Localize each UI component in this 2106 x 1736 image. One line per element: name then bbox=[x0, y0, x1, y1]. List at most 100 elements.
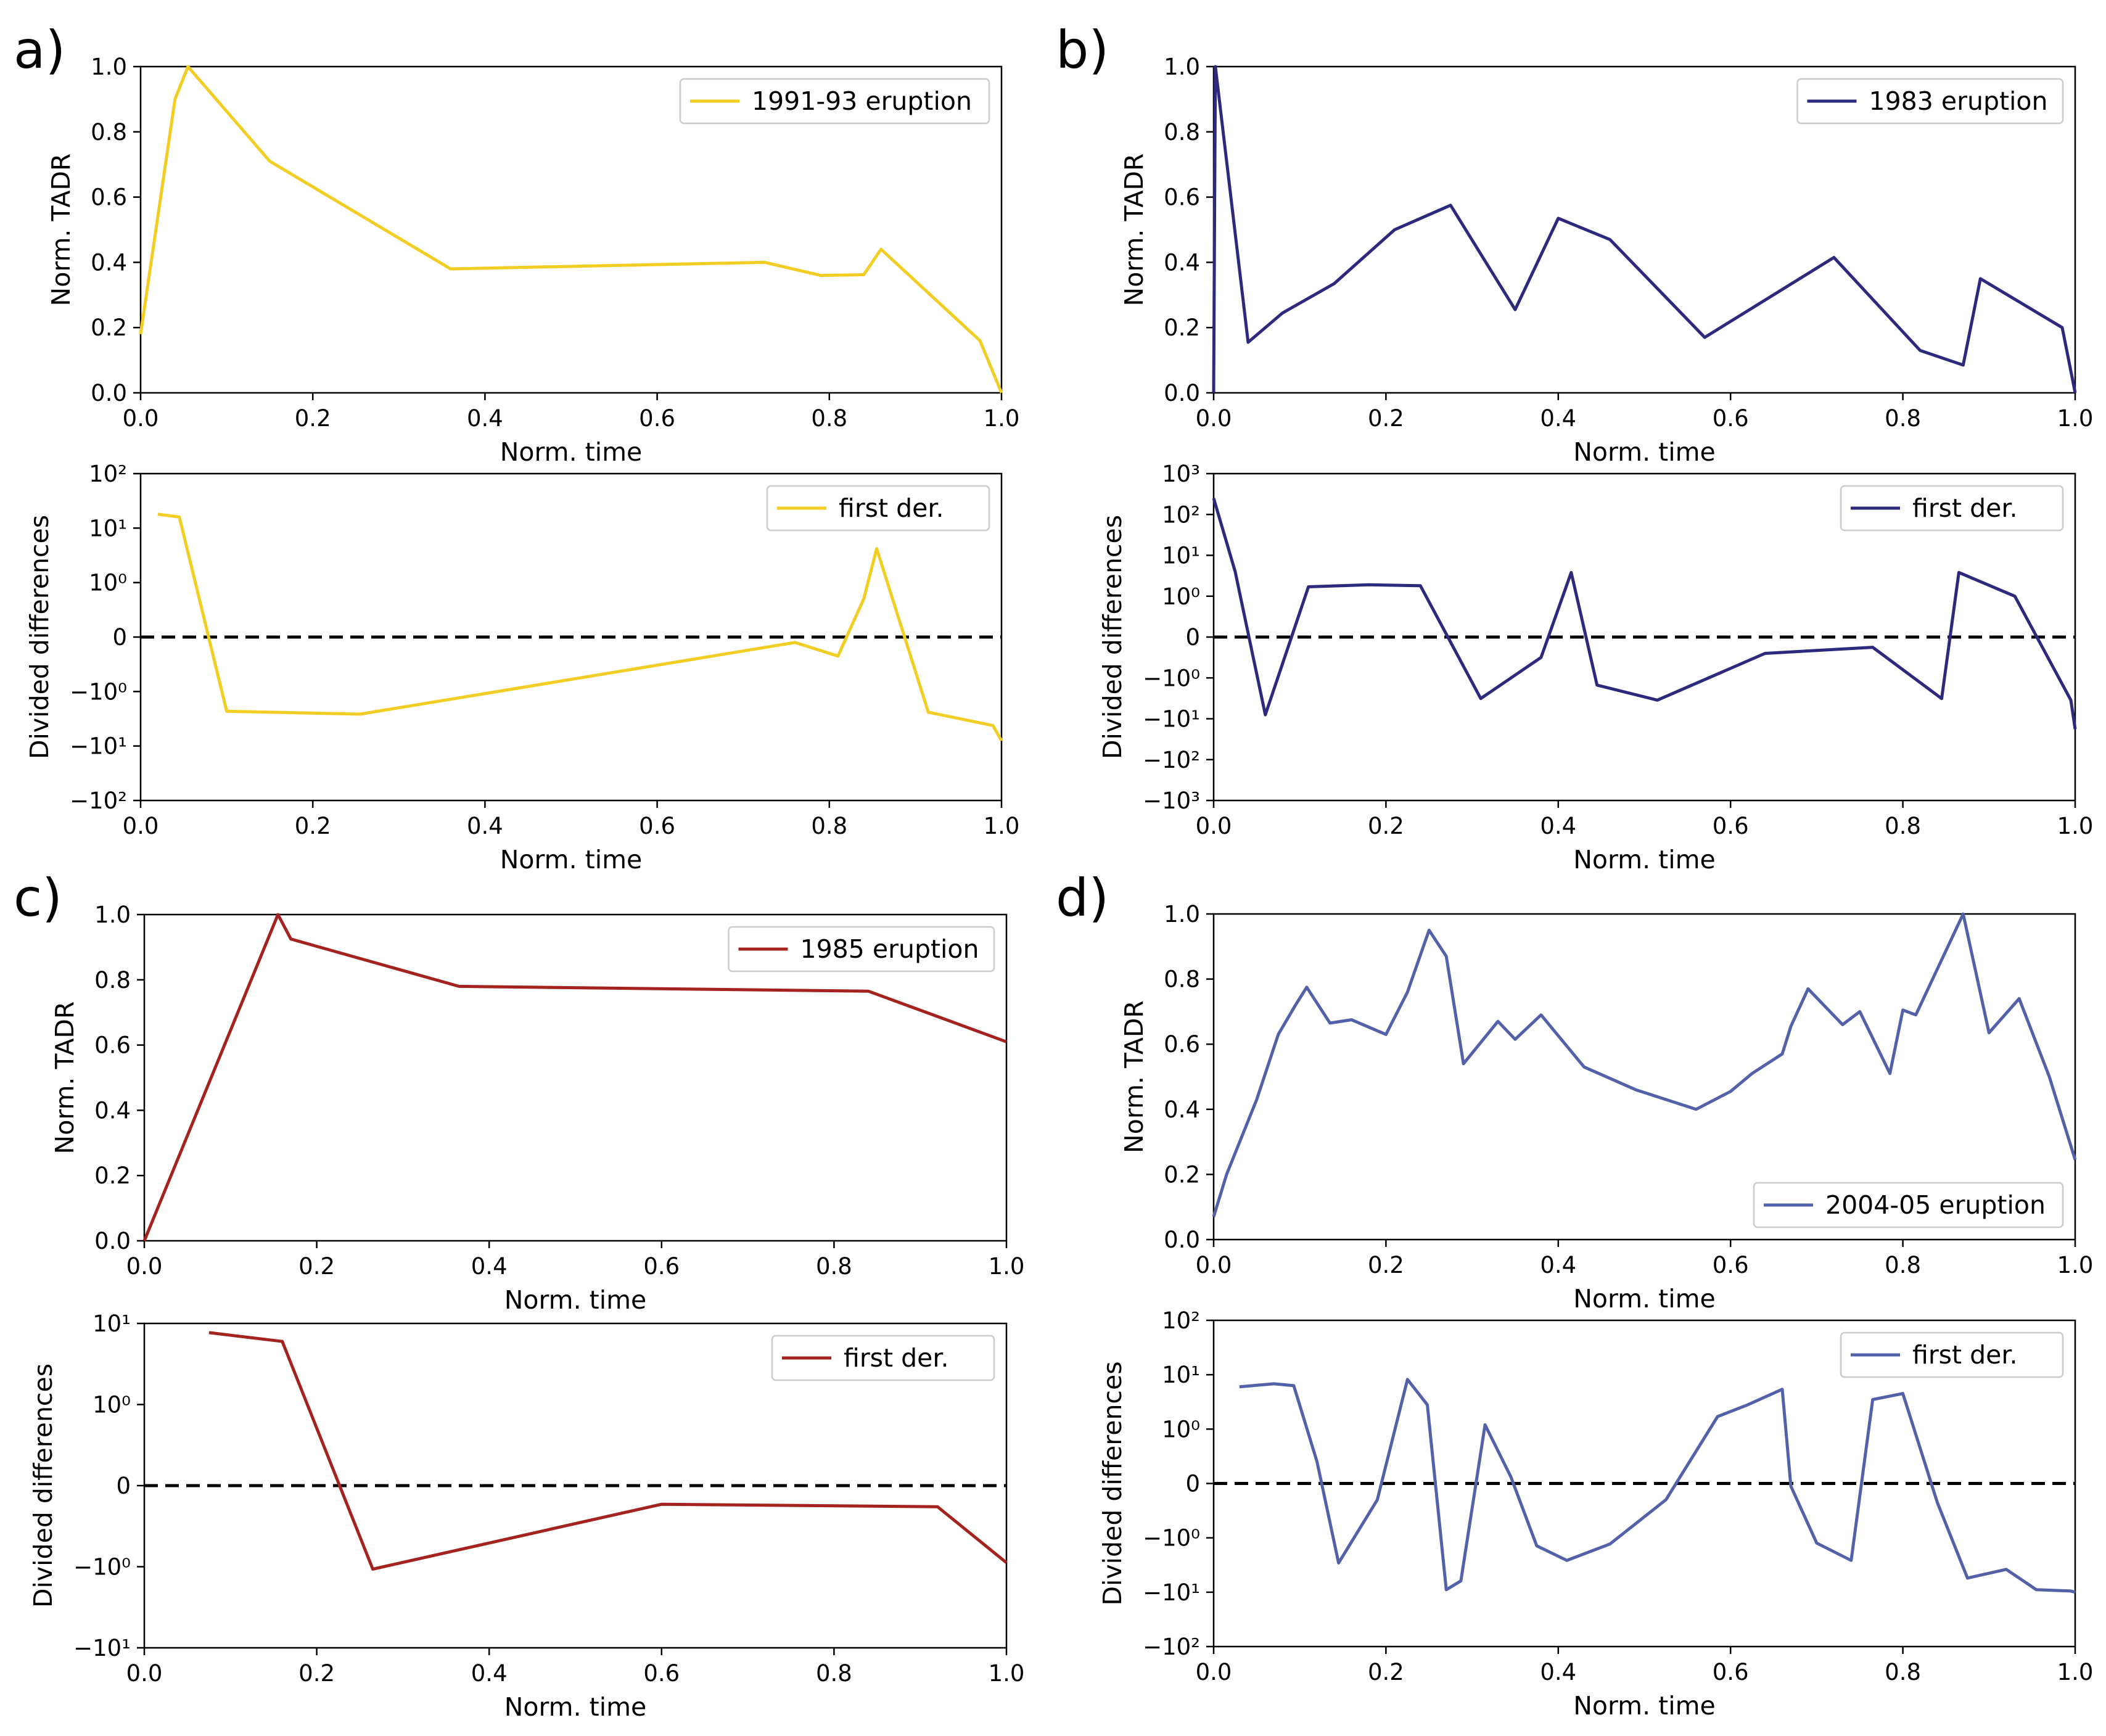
der-xtick-label: 0.2 bbox=[1368, 1659, 1404, 1685]
der-legend-label: first der. bbox=[844, 1343, 949, 1373]
tadr-xlabel: Norm. time bbox=[1573, 437, 1716, 467]
tadr-series-line bbox=[1212, 912, 2077, 1217]
der-legend-label: first der. bbox=[1912, 1340, 2018, 1370]
tadr-ytick-label: 0.2 bbox=[94, 1162, 131, 1189]
der-ytick-label: 10⁰ bbox=[1162, 1416, 1200, 1442]
der-xtick-label: 0.6 bbox=[639, 813, 675, 839]
tadr-xtick-label: 1.0 bbox=[989, 1253, 1025, 1280]
der-xtick-label: 0.6 bbox=[1713, 813, 1749, 839]
tadr-xtick-label: 1.0 bbox=[984, 405, 1020, 432]
tadr-xtick-label: 0.0 bbox=[126, 1253, 163, 1280]
tadr-ytick-label: 0.2 bbox=[1164, 1161, 1200, 1188]
der-ytick-label: 10¹ bbox=[1162, 1362, 1200, 1388]
tadr-ytick-label: 0.4 bbox=[1164, 1096, 1200, 1123]
derivative-chart: −10³ −10² −10¹ −10⁰ 0 10⁰ 10¹ 10² 10³ Divided dif… bbox=[1098, 461, 2093, 874]
der-ytick-label: −10¹ bbox=[70, 733, 127, 760]
der-xtick-label: 0.8 bbox=[811, 813, 847, 839]
tadr-ytick-label: 0.0 bbox=[1164, 380, 1200, 406]
der-ylabel: Divided differences bbox=[25, 515, 54, 759]
der-ytick-label: −10² bbox=[1143, 1634, 1200, 1660]
der-xtick-label: 1.0 bbox=[2057, 1659, 2094, 1685]
tadr-axes-frame bbox=[139, 65, 1003, 394]
der-ytick-label: −10⁰ bbox=[1143, 1525, 1200, 1552]
der-series-line bbox=[157, 512, 1003, 742]
der-xlabel: Norm. time bbox=[504, 1692, 647, 1722]
der-ytick-label: 10⁰ bbox=[1162, 583, 1200, 610]
derivative-chart: −10² −10¹ −10⁰ 0 10⁰ 10¹ 10² Divided difference… bbox=[1098, 1307, 2093, 1721]
tadr-legend-frame bbox=[1753, 1182, 2064, 1228]
tadr-ytick-label: 0.2 bbox=[1164, 315, 1200, 341]
tadr-xtick-label: 0.0 bbox=[1196, 405, 1232, 432]
panel-label: c) bbox=[14, 868, 62, 928]
der-series-line bbox=[1212, 498, 2077, 730]
tadr-xtick-label: 0.6 bbox=[639, 405, 675, 432]
der-ytick-label: −10² bbox=[70, 788, 127, 814]
der-xtick-label: 0.0 bbox=[1196, 1659, 1232, 1685]
der-xlabel: Norm. time bbox=[1573, 1691, 1716, 1721]
panel-label: a) bbox=[14, 20, 65, 80]
tadr-legend: 1983 eruption bbox=[1796, 78, 2064, 125]
tadr-legend: 1985 eruption bbox=[728, 926, 995, 973]
tadr-ylabel: Norm. TADR bbox=[1119, 1000, 1149, 1153]
tadr-ytick-label: 0.8 bbox=[1164, 966, 1200, 993]
der-xtick-label: 0.4 bbox=[471, 1660, 508, 1687]
der-series-line bbox=[1239, 1378, 2076, 1594]
der-ytick-label: −10¹ bbox=[1143, 706, 1200, 733]
der-ytick-label: 10¹ bbox=[93, 1310, 131, 1337]
tadr-xlabel: Norm. time bbox=[1573, 1284, 1716, 1314]
tadr-ytick-label: 1.0 bbox=[1164, 54, 1200, 80]
tadr-legend-label: 2004-05 eruption bbox=[1825, 1190, 2046, 1220]
tadr-chart: 0.0 0.2 0.4 0.6 0.8 1.0 Norm. TADR 0.0 0.2 0.4 0.6… bbox=[46, 54, 1019, 467]
der-ytick-label: 10² bbox=[89, 461, 127, 487]
der-ytick-label: 0 bbox=[116, 1473, 131, 1499]
der-ytick-label: 10³ bbox=[1162, 461, 1200, 487]
der-ytick-label: 10¹ bbox=[89, 515, 127, 541]
der-xlabel: Norm. time bbox=[500, 845, 643, 874]
derivative-chart: −10² −10¹ −10⁰ 0 10⁰ 10¹ 10² Divided difference… bbox=[25, 461, 1019, 874]
der-xtick-label: 0.6 bbox=[1713, 1659, 1749, 1685]
der-ytick-label: −10¹ bbox=[1143, 1579, 1200, 1606]
der-legend: first der. bbox=[1840, 485, 2064, 532]
der-ytick-label: −10⁰ bbox=[70, 678, 127, 705]
der-legend-label: first der. bbox=[1912, 493, 2018, 523]
der-ylabel: Divided differences bbox=[1098, 1361, 1127, 1605]
tadr-xtick-label: 0.4 bbox=[1540, 405, 1576, 432]
der-legend: first der. bbox=[771, 1335, 995, 1381]
tadr-ytick-label: 0.2 bbox=[91, 315, 127, 341]
tadr-ytick-label: 1.0 bbox=[1164, 901, 1200, 928]
der-legend-frame bbox=[1840, 1331, 2064, 1378]
tadr-xtick-label: 0.0 bbox=[123, 405, 159, 432]
tadr-ytick-label: 0.4 bbox=[94, 1097, 131, 1124]
tadr-ylabel: Norm. TADR bbox=[50, 1002, 80, 1154]
der-series-line bbox=[208, 1331, 1008, 1571]
tadr-xtick-label: 0.2 bbox=[1368, 1252, 1404, 1278]
tadr-series-line bbox=[142, 913, 1007, 1241]
tadr-ytick-label: 0.6 bbox=[1164, 1031, 1200, 1058]
der-ytick-label: 0 bbox=[112, 624, 127, 651]
tadr-xtick-label: 0.0 bbox=[1196, 1252, 1232, 1278]
tadr-xtick-label: 0.6 bbox=[643, 1253, 680, 1280]
tadr-xtick-label: 0.4 bbox=[467, 405, 503, 432]
tadr-xtick-label: 0.2 bbox=[1368, 405, 1404, 432]
der-xtick-label: 0.6 bbox=[643, 1660, 680, 1687]
der-ylabel: Divided differences bbox=[28, 1364, 58, 1608]
panel-label: b) bbox=[1056, 20, 1109, 80]
tadr-xtick-label: 0.8 bbox=[1885, 1252, 1921, 1278]
der-ytick-label: 10⁰ bbox=[89, 570, 127, 596]
der-xtick-label: 0.8 bbox=[1885, 1659, 1921, 1685]
der-ytick-label: 10² bbox=[1162, 501, 1200, 528]
der-ytick-label: 0 bbox=[1185, 624, 1200, 651]
tadr-chart: 0.0 0.2 0.4 0.6 0.8 1.0 Norm. TADR 0.0 0.2 0.4 0.6… bbox=[1119, 54, 2093, 467]
tadr-axes-frame bbox=[143, 913, 1008, 1242]
tadr-chart: 0.0 0.2 0.4 0.6 0.8 1.0 Norm. TADR 0.0 0.2 0.4 0.6… bbox=[1119, 901, 2093, 1314]
tadr-xtick-label: 0.2 bbox=[295, 405, 331, 432]
tadr-ytick-label: 0.8 bbox=[91, 119, 127, 146]
der-legend-frame bbox=[766, 485, 990, 532]
tadr-xtick-label: 0.4 bbox=[1540, 1252, 1576, 1278]
tadr-ytick-label: 0.0 bbox=[1164, 1227, 1200, 1253]
tadr-ytick-label: 1.0 bbox=[94, 902, 131, 928]
tadr-legend-frame bbox=[728, 926, 995, 973]
tadr-ytick-label: 0.4 bbox=[91, 249, 127, 276]
